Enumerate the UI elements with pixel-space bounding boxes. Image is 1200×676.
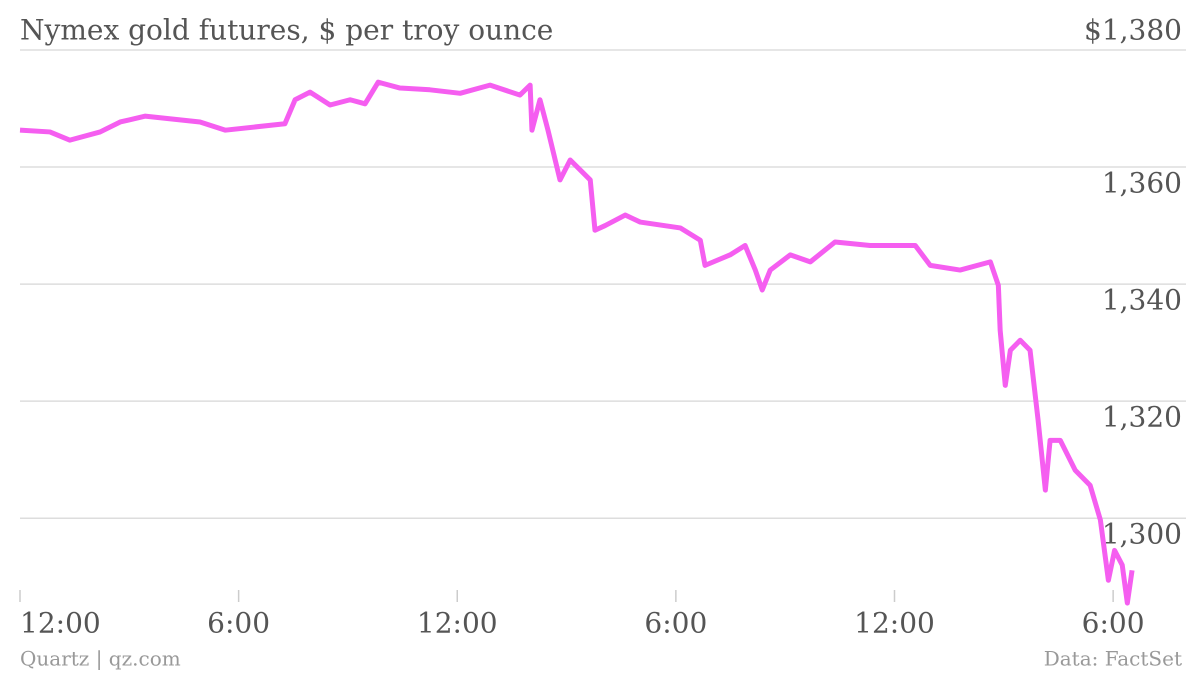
y-tick-label: 1,360 bbox=[1102, 167, 1182, 200]
x-tick-label: 6:00 bbox=[644, 607, 707, 640]
y-tick-label: 1,300 bbox=[1102, 518, 1182, 551]
y-tick-label: 1,340 bbox=[1102, 284, 1182, 317]
y-tick-label: 1,320 bbox=[1102, 401, 1182, 434]
chart-title: Nymex gold futures, $ per troy ounce bbox=[20, 14, 553, 47]
x-tick-label: 12:00 bbox=[417, 607, 498, 640]
x-tick-label: 6:00 bbox=[1082, 607, 1145, 640]
x-tick-label: 12:00 bbox=[20, 607, 101, 640]
source-credit: Quartz | qz.com bbox=[20, 647, 181, 672]
y-tick-label: $1,380 bbox=[1084, 14, 1182, 47]
x-tick-label: 12:00 bbox=[854, 607, 935, 640]
x-tick-label: 6:00 bbox=[207, 607, 270, 640]
price-line bbox=[19, 79, 1135, 606]
data-source: Data: FactSet bbox=[1044, 647, 1182, 671]
